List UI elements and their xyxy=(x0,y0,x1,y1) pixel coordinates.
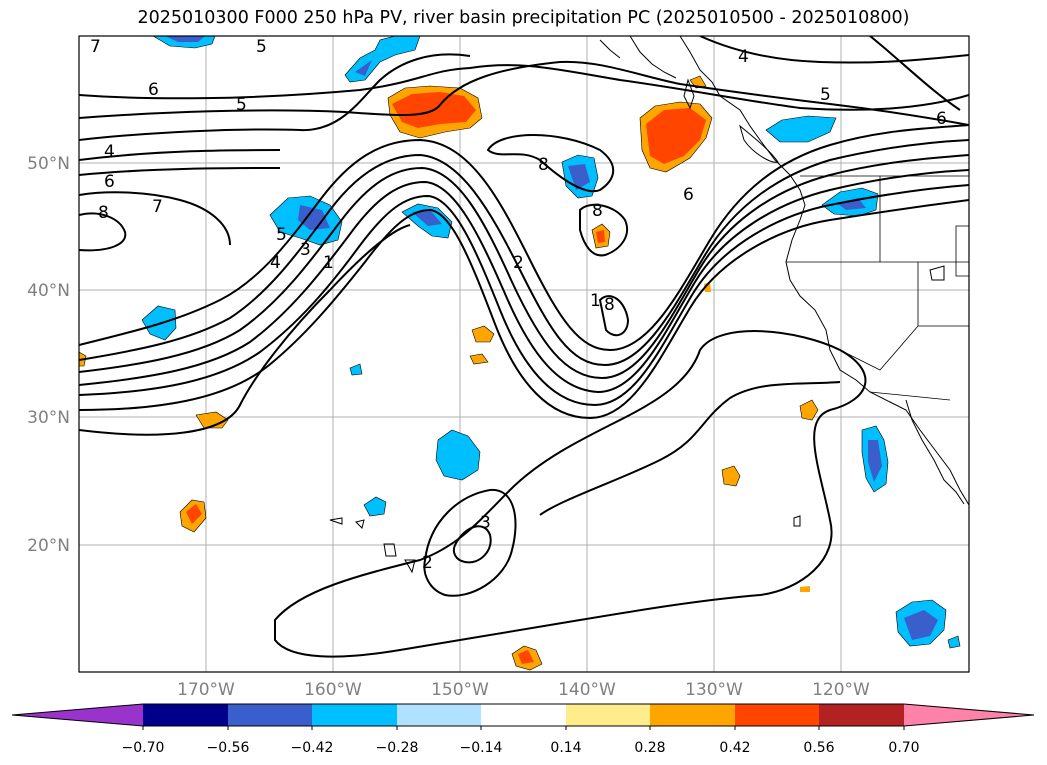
contour-label: 3 xyxy=(480,513,491,533)
coastlines xyxy=(329,36,969,574)
contour-label: 2 xyxy=(422,553,433,573)
contour-label: 5 xyxy=(236,95,247,115)
contour-label: 1 xyxy=(323,253,334,273)
lon-label: 170°W xyxy=(177,680,235,700)
colorbar-tick-label: −0.42 xyxy=(291,740,334,756)
colorbar-swatch xyxy=(735,704,819,726)
colorbar-tick-label: −0.14 xyxy=(460,740,503,756)
contour-label: 6 xyxy=(936,109,947,129)
contour-label: 5 xyxy=(820,85,831,105)
colorbar-tick-label: 0.70 xyxy=(888,740,919,756)
map-plot-area: 7 5 6 5 4 6 8 7 5 4 3 1 2 8 8 1 8 6 4 5 … xyxy=(79,36,969,672)
negative-pc-regions xyxy=(141,36,961,649)
contour-label: 4 xyxy=(270,253,281,273)
colorbar-swatch xyxy=(481,704,566,726)
pv-contours xyxy=(79,36,969,658)
contour-label: 2 xyxy=(513,253,524,273)
colorbar-swatch xyxy=(566,704,650,726)
contour-label: 5 xyxy=(276,225,287,245)
colorbar-tick-label: −0.56 xyxy=(207,740,250,756)
colorbar-tick-label: −0.70 xyxy=(122,740,165,756)
contour-label: 4 xyxy=(738,47,749,67)
lat-label: 20°N xyxy=(27,536,70,556)
contour-label: 8 xyxy=(604,295,615,315)
colorbar-swatch xyxy=(819,704,904,726)
political-borders xyxy=(786,175,969,401)
contour-labels: 7 5 6 5 4 6 8 7 5 4 3 1 2 8 8 1 8 6 4 5 … xyxy=(90,37,947,573)
contour-label: 1 xyxy=(590,291,601,311)
colorbar-ticks: −0.70 −0.56 −0.42 −0.28 −0.14 0.14 0.28 … xyxy=(122,740,920,756)
lon-label: 120°W xyxy=(812,680,870,700)
colorbar-swatch xyxy=(312,704,397,726)
colorbar-tick-label: 0.42 xyxy=(719,740,750,756)
colorbar-tick-label: 0.14 xyxy=(550,740,581,756)
map-frame xyxy=(78,35,970,673)
colorbar-swatch xyxy=(904,704,1034,726)
contour-label: 8 xyxy=(592,201,603,221)
map-title: 2025010300 F000 250 hPa PV, river basin … xyxy=(137,8,910,28)
contour-label: 8 xyxy=(538,155,549,175)
colorbar-tick-label: −0.28 xyxy=(376,740,419,756)
lat-label: 50°N xyxy=(27,154,70,174)
colorbar-swatch xyxy=(650,704,735,726)
colorbar-swatch xyxy=(228,704,312,726)
lat-label: 30°N xyxy=(27,408,70,428)
contour-label: 7 xyxy=(152,197,163,217)
lon-label: 150°W xyxy=(431,680,489,700)
contour-label: 6 xyxy=(683,185,694,205)
longitude-labels: 170°W 160°W 150°W 140°W 130°W 120°W xyxy=(177,680,870,700)
contour-label: 5 xyxy=(256,37,267,57)
lon-label: 140°W xyxy=(558,680,616,700)
colorbar-tick-label: 0.28 xyxy=(634,740,665,756)
colorbar-swatches xyxy=(11,703,1035,730)
lat-label: 40°N xyxy=(27,281,70,301)
contour-label: 6 xyxy=(148,80,159,100)
colorbar-swatch xyxy=(397,704,481,726)
lon-label: 130°W xyxy=(685,680,743,700)
latitude-labels: 50°N 40°N 30°N 20°N xyxy=(27,154,70,556)
contour-label: 8 xyxy=(98,203,109,223)
colorbar-swatch xyxy=(12,704,143,726)
contour-label: 3 xyxy=(300,240,311,260)
contour-label: 7 xyxy=(90,37,101,57)
lon-label: 160°W xyxy=(304,680,362,700)
colorbar-tick-label: 0.56 xyxy=(803,740,834,756)
contour-label: 4 xyxy=(104,142,115,162)
colorbar: −0.70 −0.56 −0.42 −0.28 −0.14 0.14 0.28 … xyxy=(11,703,1035,756)
positive-pc-regions xyxy=(79,75,819,671)
contour-label: 6 xyxy=(104,172,115,192)
colorbar-swatch xyxy=(143,704,228,726)
